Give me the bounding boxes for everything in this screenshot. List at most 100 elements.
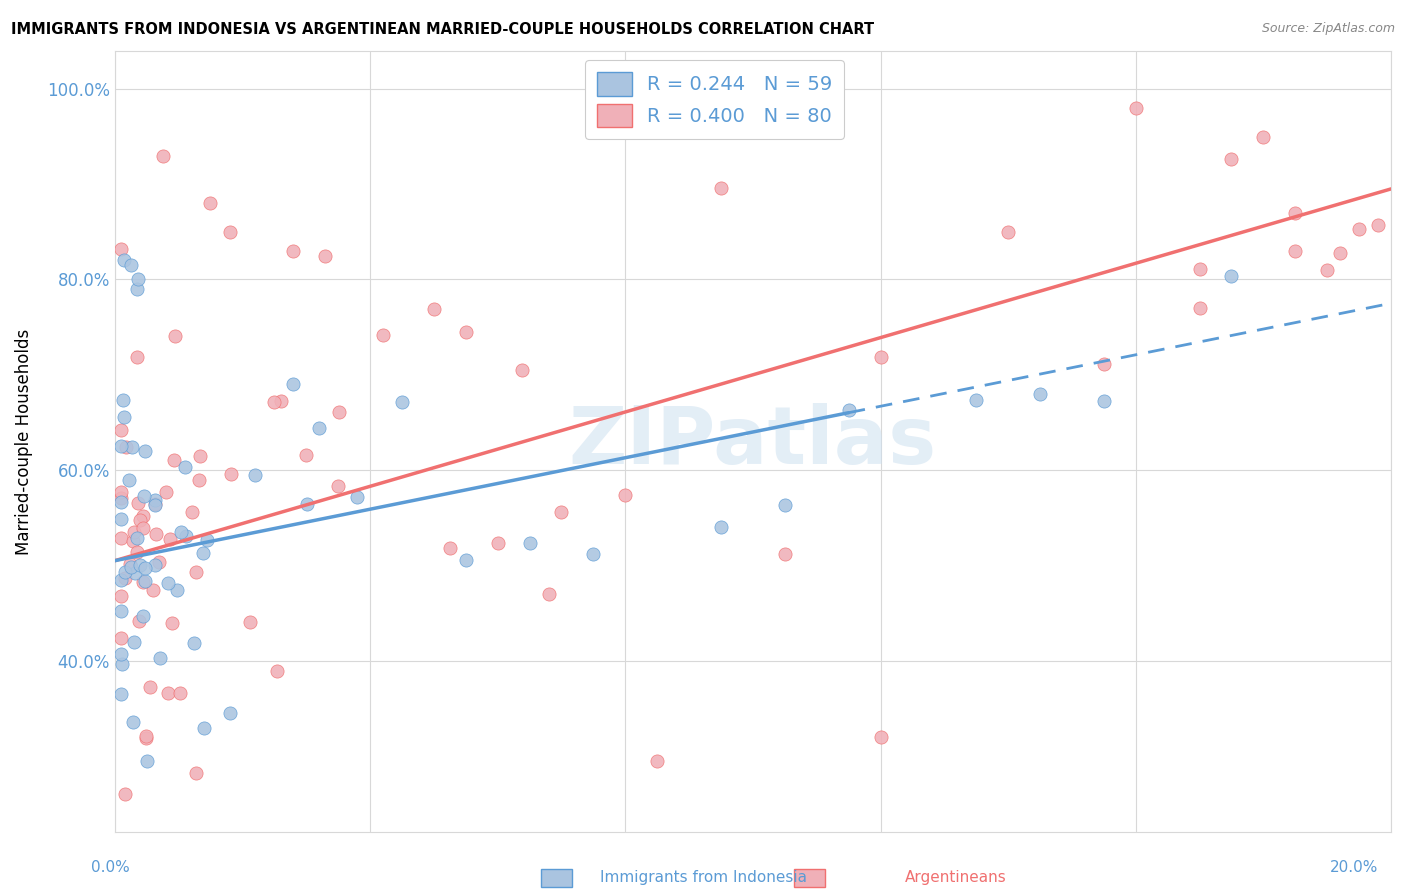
Point — [139, 681, 162, 695]
Point — [614, 488, 637, 502]
Point — [156, 686, 179, 700]
Point — [1092, 393, 1115, 408]
Point — [454, 553, 477, 567]
Point — [184, 765, 207, 780]
Point — [184, 565, 207, 579]
Point — [148, 555, 170, 569]
Point — [1220, 269, 1243, 284]
Point — [149, 651, 172, 665]
Point — [110, 438, 132, 452]
Point — [537, 587, 560, 601]
Point — [110, 532, 132, 546]
Point — [1329, 246, 1351, 260]
Point — [454, 325, 477, 339]
Point — [191, 546, 214, 560]
Point — [263, 395, 285, 409]
Point — [111, 657, 134, 671]
Point — [869, 730, 891, 744]
Point — [166, 582, 188, 597]
Point — [200, 196, 222, 211]
Text: Argentineans: Argentineans — [905, 871, 1007, 885]
Text: ZIPatlas: ZIPatlas — [569, 402, 936, 481]
Point — [160, 615, 183, 630]
Point — [145, 526, 167, 541]
Point — [110, 631, 132, 645]
Point — [128, 513, 150, 527]
Point — [550, 505, 572, 519]
Point — [127, 545, 149, 559]
Point — [183, 636, 205, 650]
Point — [1316, 263, 1339, 277]
Point — [308, 421, 330, 435]
Text: 20.0%: 20.0% — [1330, 861, 1378, 875]
Point — [114, 565, 136, 579]
Point — [120, 559, 142, 574]
Y-axis label: Married-couple Households: Married-couple Households — [15, 328, 32, 555]
Point — [1348, 221, 1371, 235]
Point — [118, 557, 141, 571]
Point — [112, 253, 135, 268]
Point — [110, 589, 132, 603]
Point — [169, 686, 191, 700]
Point — [170, 524, 193, 539]
Point — [773, 548, 796, 562]
Point — [159, 532, 181, 546]
Point — [283, 377, 305, 392]
Point — [283, 244, 305, 258]
Point — [218, 225, 240, 239]
Point — [135, 730, 157, 744]
Point — [163, 329, 186, 343]
Text: IMMIGRANTS FROM INDONESIA VS ARGENTINEAN MARRIED-COUPLE HOUSEHOLDS CORRELATION C: IMMIGRANTS FROM INDONESIA VS ARGENTINEAN… — [11, 22, 875, 37]
Point — [174, 460, 197, 475]
Point — [1092, 357, 1115, 371]
Point — [143, 558, 166, 572]
Point — [128, 614, 150, 628]
Point — [143, 492, 166, 507]
Point — [1367, 219, 1389, 233]
Point — [128, 558, 150, 572]
Point — [486, 535, 509, 549]
Point — [110, 423, 132, 437]
Point — [266, 664, 288, 678]
Point — [112, 392, 135, 407]
Point — [297, 498, 319, 512]
Point — [132, 609, 155, 624]
Point — [1284, 206, 1306, 220]
Point — [773, 498, 796, 512]
Point — [124, 566, 146, 580]
Point — [997, 225, 1019, 239]
Point — [134, 574, 156, 588]
Point — [423, 302, 446, 317]
Point — [195, 533, 218, 548]
Point — [125, 282, 148, 296]
Point — [156, 576, 179, 591]
Point — [1188, 301, 1211, 315]
Point — [163, 453, 186, 467]
Point — [512, 363, 534, 377]
Legend: R = 0.244   N = 59, R = 0.400   N = 80: R = 0.244 N = 59, R = 0.400 N = 80 — [585, 61, 844, 139]
Point — [110, 491, 132, 505]
Point — [155, 484, 177, 499]
Point — [328, 405, 350, 419]
Point — [1029, 387, 1052, 401]
Text: Immigrants from Indonesia: Immigrants from Indonesia — [599, 871, 807, 885]
Point — [112, 410, 135, 425]
Point — [118, 474, 141, 488]
Point — [326, 479, 349, 493]
Point — [132, 521, 155, 535]
Point — [239, 615, 262, 629]
Point — [1220, 153, 1243, 167]
Point — [110, 242, 132, 256]
Text: Source: ZipAtlas.com: Source: ZipAtlas.com — [1261, 22, 1395, 36]
Point — [519, 536, 541, 550]
Point — [188, 473, 211, 487]
Point — [127, 496, 149, 510]
Point — [122, 534, 145, 549]
Point — [132, 489, 155, 503]
Point — [143, 499, 166, 513]
Point — [110, 573, 132, 587]
Point — [710, 520, 733, 534]
Point — [110, 647, 132, 661]
Point — [134, 444, 156, 458]
Point — [135, 731, 157, 745]
